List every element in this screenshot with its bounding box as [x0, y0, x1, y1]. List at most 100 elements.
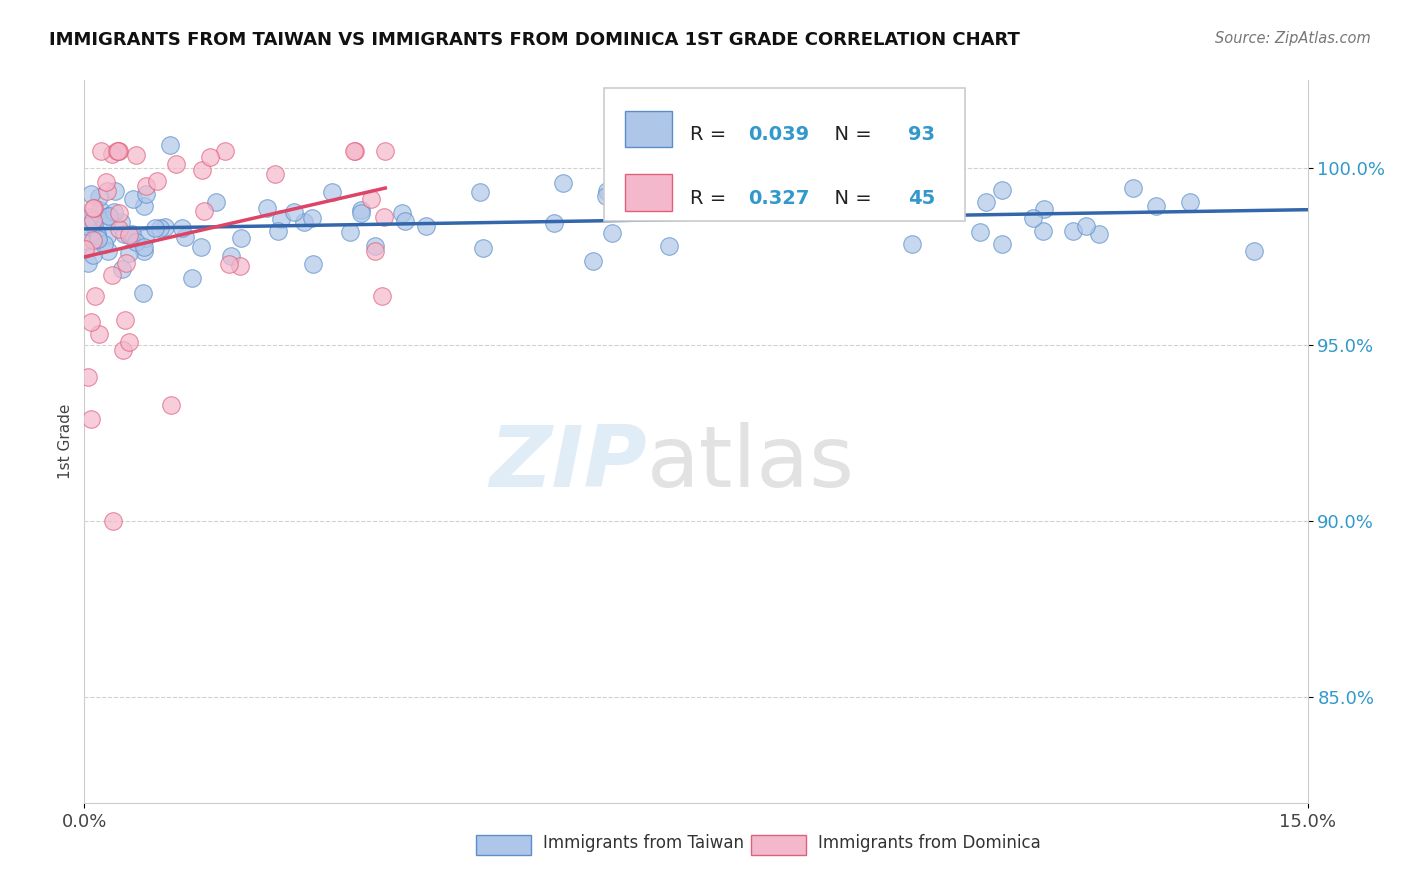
Point: [82, 248, 104, 262]
Text: Immigrants from Dominica: Immigrants from Dominica: [818, 833, 1040, 852]
Point: [364, 239, 387, 253]
Point: [165, 157, 187, 171]
Point: [86, 232, 108, 246]
Point: [391, 206, 413, 220]
Point: [543, 216, 565, 230]
Point: [80, 315, 103, 329]
Point: [108, 144, 131, 158]
Point: [581, 253, 603, 268]
Point: [122, 193, 145, 207]
Point: [80, 412, 103, 426]
Point: [1022, 211, 1045, 225]
Point: [229, 259, 252, 273]
Point: [267, 224, 290, 238]
Point: [191, 163, 214, 178]
Point: [214, 144, 236, 158]
Point: [1146, 199, 1168, 213]
Point: [97, 209, 120, 223]
Point: [84, 231, 107, 245]
Point: [1032, 224, 1054, 238]
Point: [468, 185, 491, 199]
Point: [339, 225, 361, 239]
Point: [103, 204, 125, 219]
Point: [626, 194, 648, 209]
Point: [75, 242, 97, 256]
Point: [302, 257, 325, 271]
Point: [76, 369, 98, 384]
Point: [1180, 195, 1202, 210]
Text: N =: N =: [823, 188, 877, 208]
Point: [343, 144, 366, 158]
Point: [97, 210, 120, 224]
Point: [134, 230, 156, 244]
FancyBboxPatch shape: [475, 835, 531, 855]
Text: 0.327: 0.327: [748, 188, 810, 208]
Point: [283, 204, 305, 219]
Point: [110, 215, 132, 229]
Text: ZIP: ZIP: [489, 422, 647, 505]
Point: [1062, 224, 1084, 238]
Point: [134, 199, 156, 213]
Point: [990, 237, 1012, 252]
Point: [1122, 181, 1144, 195]
Point: [1032, 202, 1054, 216]
Point: [76, 212, 98, 227]
Point: [96, 175, 118, 189]
Point: [153, 220, 176, 235]
Point: [111, 262, 134, 277]
Point: [170, 220, 193, 235]
Point: [627, 192, 650, 206]
FancyBboxPatch shape: [751, 835, 806, 855]
Point: [115, 256, 138, 270]
Point: [373, 210, 395, 224]
Text: atlas: atlas: [647, 422, 855, 505]
Point: [600, 226, 623, 240]
Text: 45: 45: [908, 188, 935, 208]
Point: [132, 244, 155, 258]
Point: [394, 213, 416, 227]
Point: [83, 217, 105, 231]
Point: [181, 270, 204, 285]
Point: [200, 150, 222, 164]
Point: [135, 187, 157, 202]
Point: [125, 147, 148, 161]
Point: [974, 194, 997, 209]
Point: [190, 240, 212, 254]
Point: [89, 326, 111, 341]
Point: [132, 286, 155, 301]
Point: [80, 186, 103, 201]
Point: [93, 237, 115, 252]
Point: [118, 245, 141, 260]
Point: [132, 240, 155, 254]
Point: [371, 289, 394, 303]
Point: [292, 214, 315, 228]
Point: [86, 228, 108, 243]
Text: 0.039: 0.039: [748, 125, 810, 144]
Point: [125, 235, 148, 249]
Point: [969, 225, 991, 239]
Point: [84, 223, 107, 237]
Point: [887, 153, 910, 168]
Point: [658, 239, 681, 253]
Point: [350, 203, 373, 218]
Point: [107, 222, 129, 236]
Point: [118, 228, 141, 243]
Point: [111, 343, 134, 358]
Point: [321, 185, 343, 199]
FancyBboxPatch shape: [605, 87, 965, 221]
Point: [553, 176, 575, 190]
Point: [471, 241, 494, 255]
Point: [84, 288, 107, 302]
Point: [374, 144, 396, 158]
Point: [301, 211, 323, 226]
Point: [76, 219, 98, 233]
Point: [121, 227, 143, 242]
Point: [100, 147, 122, 161]
Point: [901, 237, 924, 252]
Point: [75, 235, 97, 249]
Point: [229, 231, 252, 245]
Point: [89, 202, 111, 217]
Point: [360, 192, 382, 206]
Point: [86, 227, 108, 241]
Point: [135, 178, 157, 193]
